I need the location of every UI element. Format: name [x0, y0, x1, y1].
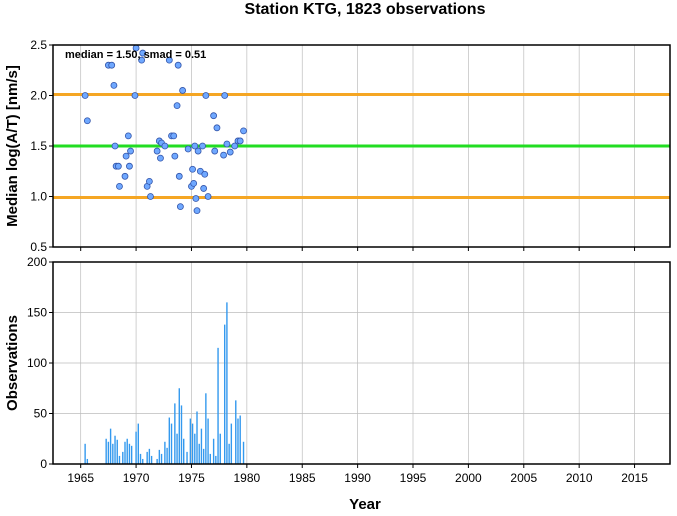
data-point [122, 152, 130, 160]
data-point [121, 172, 129, 180]
x-axis-label: Year [349, 496, 381, 511]
reference-lines [53, 92, 670, 200]
data-point [192, 195, 200, 202]
data-point [171, 152, 179, 160]
data-point [202, 92, 210, 99]
data-point [139, 49, 147, 57]
x-tick-label: 2005 [510, 471, 537, 485]
y-tick-label: 0.5 [30, 240, 47, 254]
data-point [165, 56, 173, 64]
y-tick-label: 2.0 [30, 89, 47, 103]
data-point [221, 92, 229, 99]
data-point [191, 142, 199, 150]
data-point [81, 92, 89, 99]
median-panel: median = 1.50, smad = 0.51 0.5 1.0 1.5 2.0 2… [4, 38, 671, 254]
observations-x-ticks: 1965 1970 1975 1980 1985 1990 1995 2000 2005 2010… [67, 464, 648, 485]
data-point [220, 151, 227, 159]
data-point [226, 148, 234, 156]
y-tick-label: 50 [34, 407, 48, 421]
observations-y-axis-label: Observations [4, 315, 21, 411]
data-point [176, 203, 184, 211]
data-point [210, 112, 218, 120]
data-point [110, 82, 118, 89]
observations-panel: 0 50 100 150 200 1965 1970 1975 1980 1985 1990 199… [4, 255, 671, 513]
data-point [116, 182, 123, 190]
data-point [173, 102, 181, 109]
chart-title: Station KTG, 1823 observations [245, 1, 486, 18]
data-point [124, 132, 132, 140]
x-tick-label: 2010 [566, 471, 593, 485]
data-point [127, 147, 134, 155]
data-point [199, 142, 206, 150]
data-point [201, 170, 209, 178]
x-tick-label: 1975 [178, 471, 205, 485]
data-point [170, 132, 178, 140]
data-point [240, 127, 247, 135]
data-point [190, 179, 198, 187]
y-tick-label: 100 [27, 356, 47, 370]
data-point [204, 193, 212, 200]
y-tick-label: 200 [27, 255, 47, 269]
data-point [114, 162, 122, 170]
data-point [126, 162, 133, 170]
data-point [179, 87, 187, 94]
data-point [138, 56, 146, 64]
data-point [211, 147, 219, 155]
data-point [174, 61, 182, 69]
median-points [81, 44, 247, 215]
data-point [184, 145, 192, 153]
data-point [131, 92, 139, 99]
y-tick-label: 2.5 [30, 38, 47, 52]
data-point [223, 140, 231, 148]
y-tick-label: 0 [40, 457, 47, 471]
observations-frame [52, 261, 671, 465]
x-tick-label: 1985 [289, 471, 316, 485]
x-tick-label: 1965 [67, 471, 94, 485]
x-tick-label: 1980 [233, 471, 260, 485]
data-point [153, 147, 161, 155]
data-point [111, 142, 119, 150]
median-frame [52, 44, 671, 248]
data-point [145, 177, 153, 185]
median-annotation: median = 1.50, smad = 0.51 [65, 49, 206, 61]
observations-grid [53, 261, 670, 465]
data-point [157, 154, 164, 162]
observations-bars [84, 302, 245, 464]
x-tick-label: 1990 [344, 471, 371, 485]
data-point [108, 61, 116, 69]
x-tick-label: 2000 [455, 471, 482, 485]
data-point [189, 165, 196, 173]
data-point [193, 207, 201, 215]
x-tick-label: 1970 [123, 471, 150, 485]
data-point [236, 137, 244, 145]
x-tick-label: 2015 [621, 471, 648, 485]
data-point [83, 117, 91, 125]
data-point [175, 172, 183, 180]
x-tick-label: 1995 [400, 471, 427, 485]
data-point [231, 142, 239, 150]
y-tick-label: 1.5 [30, 139, 47, 153]
data-point [213, 124, 221, 132]
y-tick-label: 150 [27, 306, 47, 320]
data-point [161, 142, 169, 150]
median-y-ticks: 0.5 1.0 1.5 2.0 2.5 [30, 38, 53, 254]
data-point [194, 147, 202, 155]
median-y-axis-label: Median log(A/T) [nm/s] [4, 65, 21, 227]
data-point [147, 193, 154, 200]
data-point [200, 185, 208, 192]
y-tick-label: 1.0 [30, 190, 47, 204]
observations-y-ticks: 0 50 100 150 200 [27, 255, 53, 471]
